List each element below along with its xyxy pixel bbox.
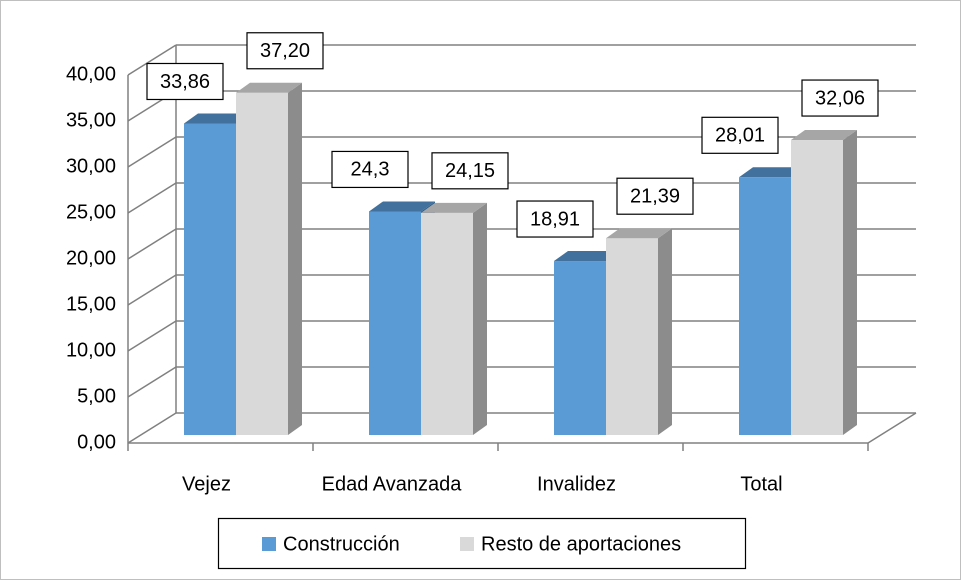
grid-line	[127, 366, 177, 398]
bar	[606, 238, 658, 435]
value-label: 28,01	[715, 125, 765, 147]
value-label-box	[246, 32, 324, 70]
value-label-box	[801, 79, 879, 117]
bar-top	[791, 130, 857, 141]
grid-line	[127, 228, 177, 260]
x-tick-label: Invalidez	[537, 473, 616, 495]
legend-swatch	[460, 537, 474, 551]
legend-label: Resto de aportaciones	[481, 533, 681, 555]
y-tick-label: 25,00	[66, 201, 116, 223]
bar	[554, 261, 606, 435]
value-label: 32,06	[815, 87, 865, 109]
bar	[369, 211, 421, 435]
bar	[739, 177, 791, 436]
x-tick-label: Vejez	[182, 473, 231, 495]
bar	[791, 140, 843, 435]
y-tick-label: 20,00	[66, 247, 116, 269]
y-tick-label: 35,00	[66, 109, 116, 131]
legend-box	[217, 517, 747, 570]
value-label-box	[516, 200, 594, 238]
bar-side	[843, 130, 857, 435]
y-tick-label: 5,00	[77, 385, 116, 407]
value-label: 37,20	[260, 40, 310, 62]
bar-top	[421, 202, 487, 213]
bar-side	[658, 228, 672, 435]
x-tick-label: Edad Avanzada	[322, 473, 463, 495]
bar	[236, 92, 288, 435]
grid-line	[127, 274, 177, 306]
value-label-box	[146, 62, 224, 101]
bar	[421, 212, 473, 435]
value-label: 33,86	[160, 71, 210, 93]
value-label: 18,91	[530, 208, 580, 230]
value-label-box	[431, 152, 509, 190]
y-tick-label: 0,00	[77, 431, 116, 453]
y-tick-label: 30,00	[66, 155, 116, 177]
grid-line	[127, 182, 177, 214]
bar-side	[288, 82, 302, 435]
legend-label: Construcción	[283, 533, 400, 555]
bar-top	[236, 82, 302, 93]
value-label-box	[701, 116, 779, 154]
x-tick-label: Total	[740, 473, 782, 495]
grid-line	[127, 320, 177, 352]
value-label-box	[616, 177, 694, 215]
value-label-box	[331, 150, 409, 189]
bar	[184, 123, 236, 435]
y-tick-label: 15,00	[66, 293, 116, 315]
bar-top	[369, 201, 435, 212]
legend-swatch	[262, 537, 276, 551]
bar-top	[606, 228, 672, 239]
grid-line	[127, 412, 177, 444]
bar-side	[473, 202, 487, 435]
grid-line	[127, 136, 177, 168]
bar-top	[184, 113, 250, 124]
grid-line	[127, 44, 177, 76]
y-tick-label: 10,00	[66, 339, 116, 361]
value-label: 24,15	[445, 160, 495, 182]
bar-top	[554, 251, 620, 262]
value-label: 21,39	[630, 185, 680, 207]
value-label: 24,3	[351, 159, 390, 181]
y-tick-label: 40,00	[66, 63, 116, 85]
bar-top	[739, 167, 805, 178]
